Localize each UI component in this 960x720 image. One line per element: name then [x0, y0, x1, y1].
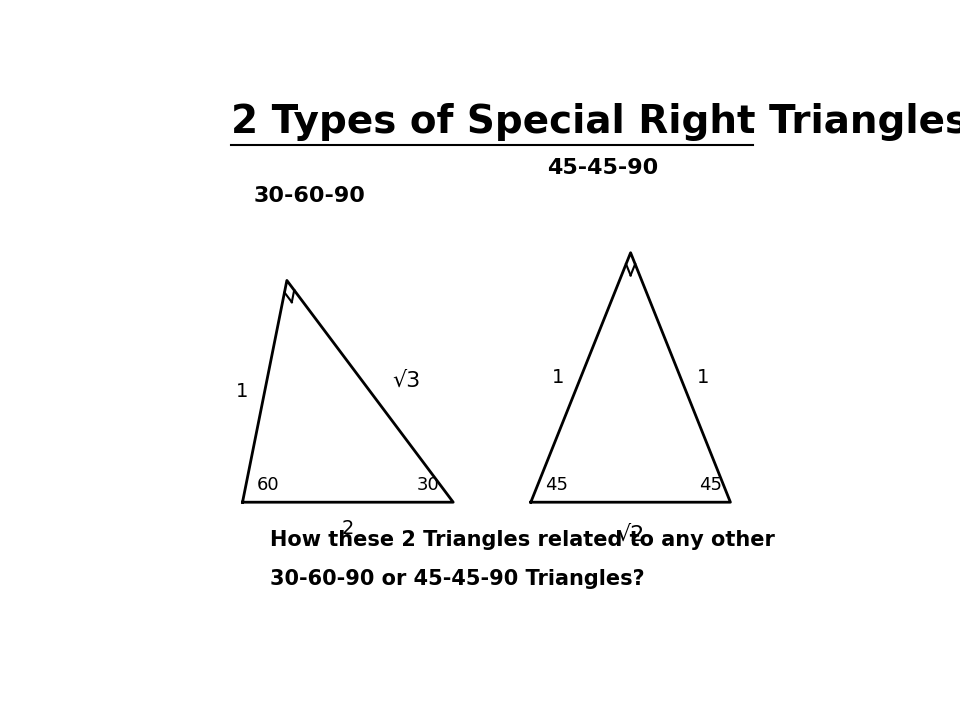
Text: 2: 2 — [342, 519, 354, 538]
Text: 45: 45 — [699, 476, 722, 494]
Text: 30-60-90 or 45-45-90 Triangles?: 30-60-90 or 45-45-90 Triangles? — [271, 569, 645, 589]
Text: How these 2 Triangles related to any other: How these 2 Triangles related to any oth… — [271, 530, 775, 550]
Text: 45: 45 — [544, 476, 567, 494]
Text: 60: 60 — [256, 476, 279, 494]
Text: 1: 1 — [236, 382, 248, 401]
Text: 30-60-90: 30-60-90 — [253, 186, 366, 206]
Text: 2 Types of Special Right Triangles:: 2 Types of Special Right Triangles: — [231, 103, 960, 141]
Text: 1: 1 — [552, 368, 564, 387]
Text: 45-45-90: 45-45-90 — [547, 158, 659, 179]
Text: 30: 30 — [417, 476, 440, 494]
Text: √3: √3 — [393, 370, 420, 390]
Text: √2: √2 — [616, 524, 645, 544]
Text: 1: 1 — [697, 368, 709, 387]
